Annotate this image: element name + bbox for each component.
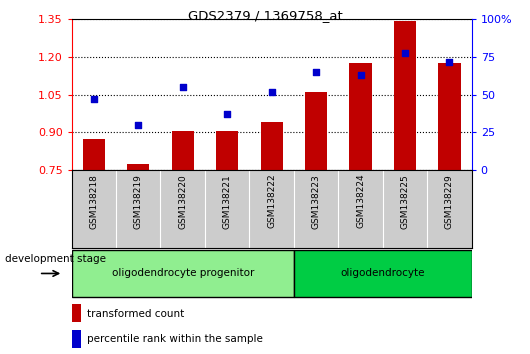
Text: oligodendrocyte progenitor: oligodendrocyte progenitor bbox=[111, 268, 254, 279]
Text: GSM138224: GSM138224 bbox=[356, 174, 365, 228]
Bar bbox=[72, 330, 81, 348]
Bar bbox=[127, 164, 149, 170]
Bar bbox=[438, 63, 461, 170]
Text: development stage: development stage bbox=[5, 254, 107, 264]
Bar bbox=[83, 138, 105, 170]
Text: GSM138223: GSM138223 bbox=[312, 174, 321, 229]
Text: GSM138220: GSM138220 bbox=[178, 174, 187, 229]
Text: transformed count: transformed count bbox=[87, 308, 184, 319]
Point bbox=[223, 112, 232, 117]
Point bbox=[90, 96, 98, 102]
Bar bbox=[172, 131, 194, 170]
Text: GDS2379 / 1369758_at: GDS2379 / 1369758_at bbox=[188, 9, 342, 22]
Point bbox=[267, 89, 276, 95]
Text: percentile rank within the sample: percentile rank within the sample bbox=[87, 334, 263, 344]
Bar bbox=[216, 131, 238, 170]
Bar bbox=[294, 250, 472, 297]
Text: GSM138218: GSM138218 bbox=[89, 174, 98, 229]
Bar bbox=[72, 250, 294, 297]
Text: GSM138219: GSM138219 bbox=[134, 174, 143, 229]
Point bbox=[312, 69, 320, 75]
Text: GSM138222: GSM138222 bbox=[267, 174, 276, 228]
Text: GSM138221: GSM138221 bbox=[223, 174, 232, 229]
Bar bbox=[261, 122, 282, 170]
Bar bbox=[394, 21, 416, 170]
Point bbox=[445, 59, 454, 64]
Point bbox=[179, 84, 187, 90]
Bar bbox=[72, 304, 81, 322]
Text: oligodendrocyte: oligodendrocyte bbox=[341, 268, 425, 279]
Point bbox=[401, 50, 409, 56]
Bar bbox=[305, 92, 327, 170]
Text: GSM138225: GSM138225 bbox=[401, 174, 410, 229]
Bar bbox=[349, 63, 372, 170]
Text: GSM138229: GSM138229 bbox=[445, 174, 454, 229]
Point bbox=[356, 72, 365, 78]
Point bbox=[134, 122, 143, 128]
